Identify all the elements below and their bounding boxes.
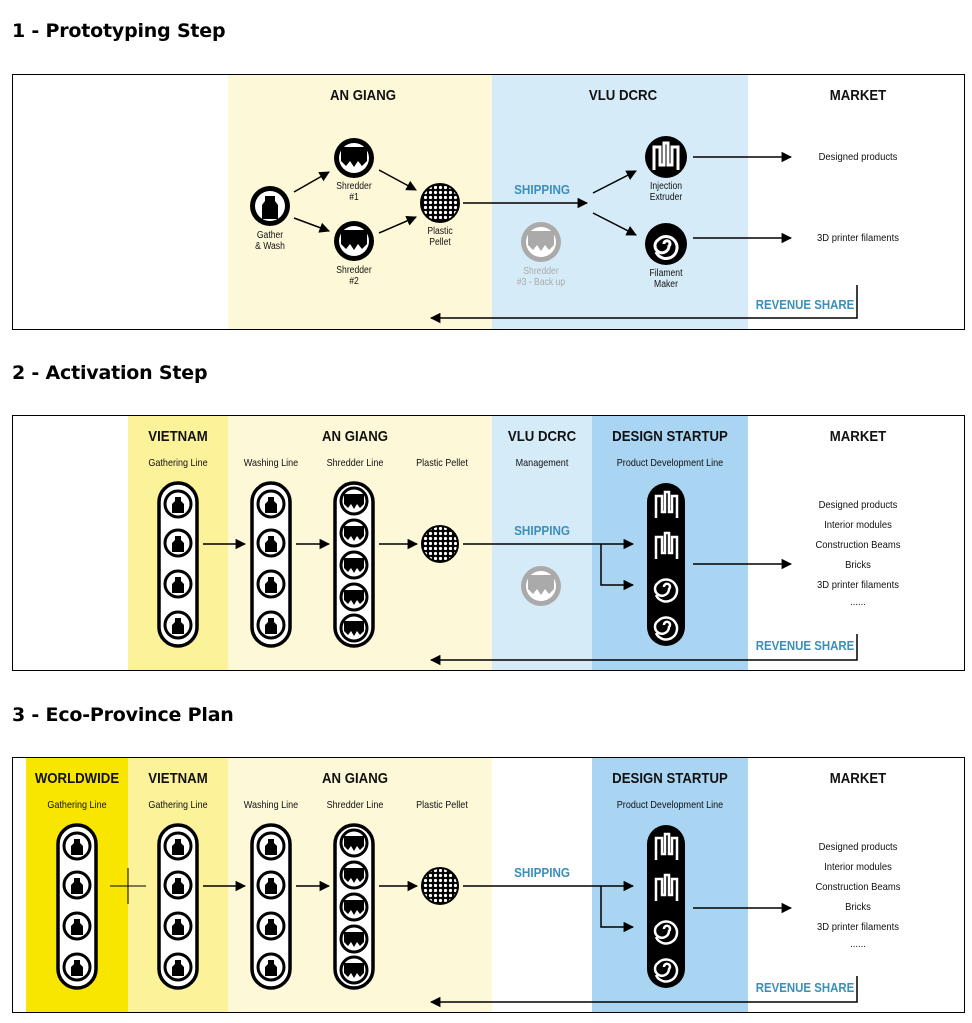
shredder-2-icon (334, 221, 374, 261)
gathering-line-icon (157, 481, 199, 648)
sublabel-product-development-line: Product Development Line (616, 799, 724, 811)
revenue-share-label: REVENUE SHARE (755, 980, 855, 995)
header-an-giang: AN GIANG (322, 770, 388, 787)
shredder-line-icon (333, 823, 375, 990)
section-title-eco-province: 3 - Eco-Province Plan (12, 704, 234, 726)
label-plastic-pellet: Plastic Pellet (427, 226, 453, 248)
header-an-giang: AN GIANG (322, 428, 388, 445)
header-market: MARKET (829, 428, 887, 445)
sublabel-shredder-line: Shredder Line (326, 799, 384, 811)
panel-activation: VIETNAM AN GIANG VLU DCRC DESIGN STARTUP… (12, 415, 965, 671)
revenue-share-arrow (429, 976, 858, 1008)
sublabel-plastic-pellet: Plastic Pellet (416, 457, 468, 469)
sublabel-product-development-line: Product Development Line (616, 457, 724, 469)
plastic-pellet-icon (421, 867, 459, 905)
sublabel-worldwide-gathering-line: Gathering Line (47, 799, 107, 811)
sublabel-washing-line: Washing Line (243, 457, 299, 469)
filament-maker-icon (645, 223, 687, 265)
label-gather-wash: Gather & Wash (255, 230, 285, 252)
band-vlu-dcrc (492, 75, 748, 329)
header-vietnam: VIETNAM (148, 428, 208, 445)
washing-line-icon (250, 823, 292, 990)
output-3d-filaments: 3D printer filaments (817, 232, 899, 244)
header-design-startup: DESIGN STARTUP (612, 428, 728, 445)
label-shredder-1: Shredder #1 (336, 181, 372, 203)
label-shredder-2: Shredder #2 (336, 265, 372, 287)
panel-prototyping: AN GIANG VLU DCRC MARKET (12, 74, 965, 330)
market-item: Designed products (818, 499, 898, 511)
header-vlu-dcrc: VLU DCRC (588, 87, 658, 104)
worldwide-gathering-line-icon (56, 823, 98, 990)
market-list: Designed products Interior modules Const… (809, 495, 908, 609)
product-development-line-icon (647, 825, 685, 988)
market-item: Construction Beams (815, 881, 901, 893)
section-title-activation: 2 - Activation Step (12, 362, 208, 384)
shredder-3-backup-icon (521, 222, 561, 262)
market-item: Interior modules (824, 861, 892, 873)
header-market: MARKET (829, 87, 887, 104)
activation-diagram (157, 481, 858, 666)
gather-wash-icon (250, 186, 290, 226)
label-filament-maker: Filament Maker (649, 268, 683, 290)
output-designed-products: Designed products (818, 151, 898, 163)
market-item: Bricks (845, 901, 871, 913)
header-market: MARKET (829, 770, 887, 787)
shipping-label: SHIPPING (514, 523, 571, 538)
market-item: Designed products (818, 841, 898, 853)
revenue-share-arrow (429, 634, 858, 666)
backup-shredder-icon (521, 566, 561, 606)
band-vlu-dcrc (492, 416, 592, 670)
injection-extruder-icon (645, 136, 687, 178)
sublabel-washing-line: Washing Line (243, 799, 299, 811)
product-development-line-icon (647, 483, 685, 646)
shipping-label: SHIPPING (514, 182, 571, 197)
eco-province-diagram (56, 823, 858, 1008)
market-item: ...... (850, 938, 866, 950)
prototyping-diagram (250, 136, 858, 324)
header-vlu-dcrc: VLU DCRC (507, 428, 577, 445)
gathering-line-icon (157, 823, 199, 990)
section-title-prototyping: 1 - Prototyping Step (12, 20, 226, 42)
market-item: Interior modules (824, 519, 892, 531)
shredder-1-icon (334, 138, 374, 178)
label-shredder-3: Shredder #3 - Back up (516, 266, 566, 288)
washing-line-icon (250, 481, 292, 648)
market-list: Designed products Interior modules Const… (809, 837, 908, 951)
plastic-pellet-icon (420, 183, 460, 223)
market-item: ...... (850, 596, 866, 608)
sublabel-shredder-line: Shredder Line (326, 457, 384, 469)
plastic-pellet-icon (421, 525, 459, 563)
shredder-line-icon (333, 481, 375, 648)
sublabel-plastic-pellet: Plastic Pellet (416, 799, 468, 811)
panel-eco-province: WORLDWIDE VIETNAM AN GIANG DESIGN STARTU… (12, 757, 965, 1013)
header-an-giang: AN GIANG (330, 87, 396, 104)
market-item: 3D printer filaments (817, 579, 899, 591)
sublabel-gathering-line: Gathering Line (148, 799, 208, 811)
market-item: Bricks (845, 559, 871, 571)
market-item: 3D printer filaments (817, 921, 899, 933)
header-worldwide: WORLDWIDE (34, 770, 120, 787)
shipping-label: SHIPPING (514, 865, 571, 880)
revenue-share-arrow (429, 285, 858, 324)
sublabel-management: Management (515, 457, 569, 469)
label-injection-extruder: Injection Extruder (649, 181, 683, 203)
revenue-share-label: REVENUE SHARE (755, 297, 855, 312)
sublabel-gathering-line: Gathering Line (148, 457, 208, 469)
header-vietnam: VIETNAM (148, 770, 208, 787)
revenue-share-label: REVENUE SHARE (755, 638, 855, 653)
market-item: Construction Beams (815, 539, 901, 551)
header-design-startup: DESIGN STARTUP (612, 770, 728, 787)
